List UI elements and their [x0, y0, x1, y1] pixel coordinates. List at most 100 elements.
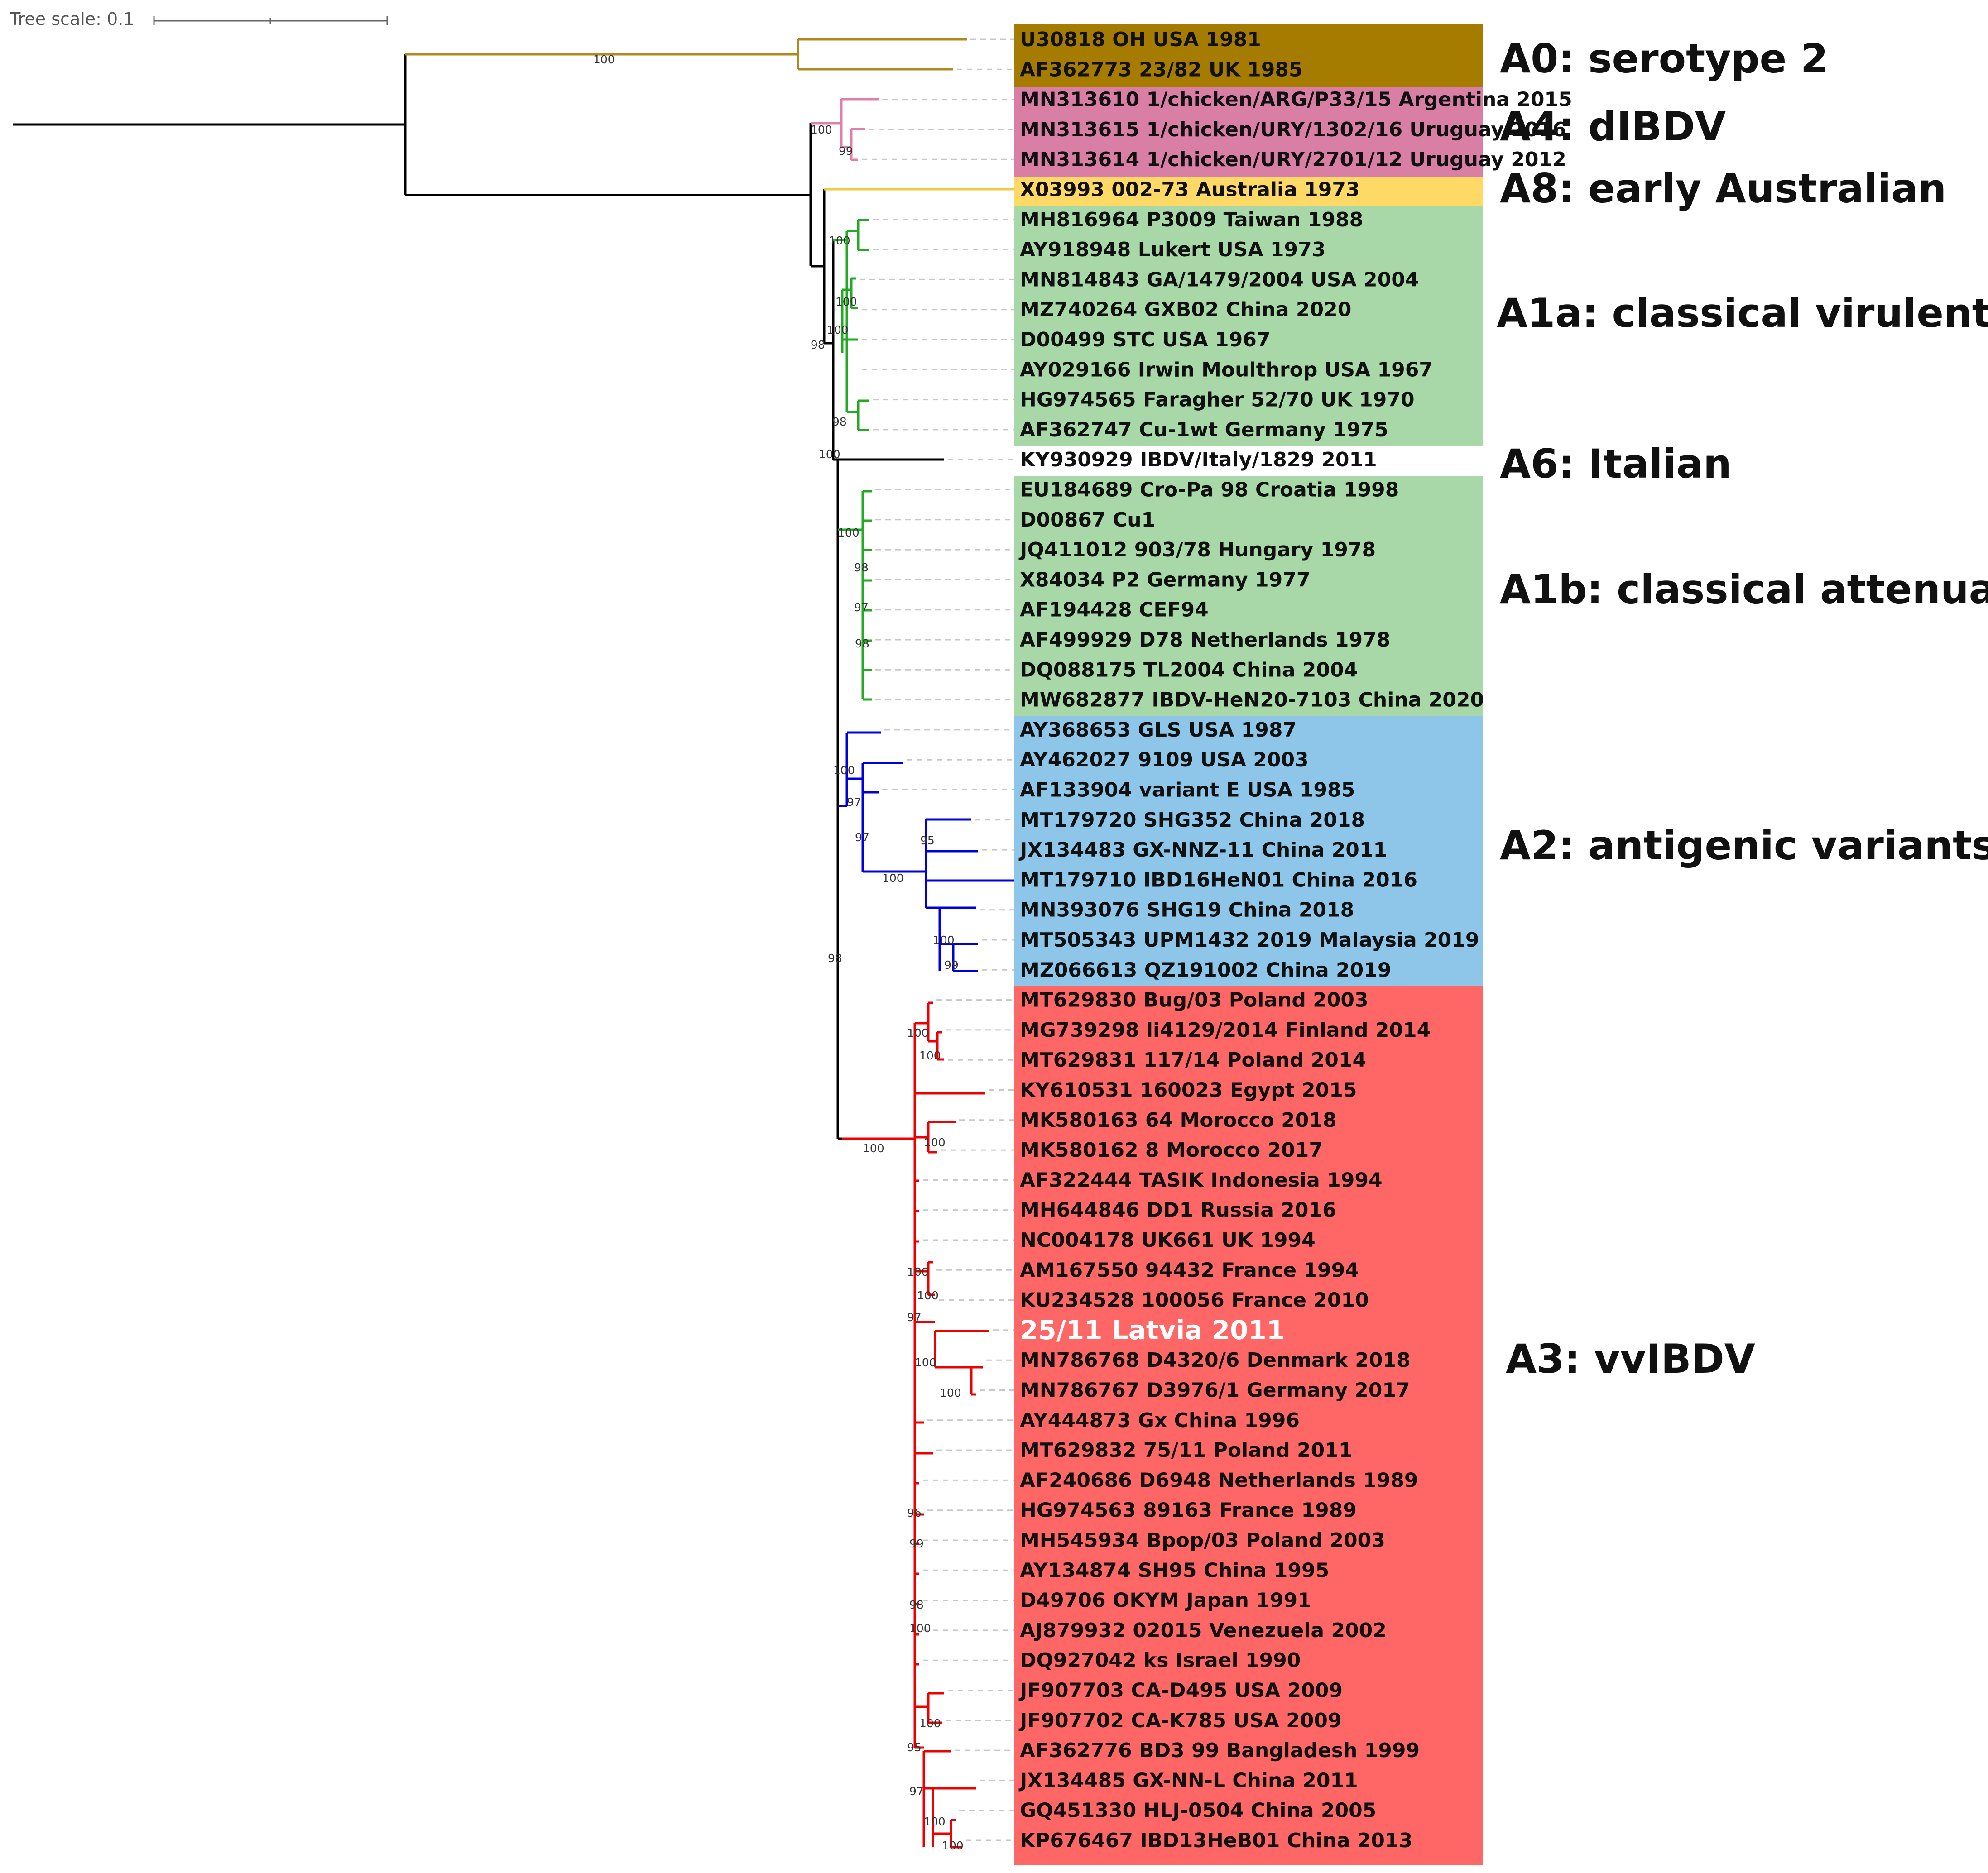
leaf-label: MW682877 IBDV-HeN20-7103 China 2020: [1020, 689, 1484, 712]
leaf-label: AF362773 23/82 UK 1985: [1020, 58, 1303, 81]
bootstrap-value: 100: [829, 234, 850, 247]
leaf-label: U30818 OH USA 1981: [1020, 28, 1261, 51]
leaf-label: AY029166 Irwin Moulthrop USA 1967: [1020, 358, 1433, 381]
leaf-label: D00867 Cu1: [1020, 508, 1155, 532]
clade-label-a1a: A1a: classical virulent: [1497, 290, 1988, 336]
bootstrap-values: 100 100 99 100 100 100 98 98 100 100 98 …: [593, 53, 964, 1852]
clade-label-a1b: A1b: classical attenuated: [1500, 566, 1988, 613]
leaf-label: MH816964 P3009 Taiwan 1988: [1020, 208, 1363, 231]
bootstrap-value: 100: [915, 1356, 936, 1369]
band-a8: [1014, 177, 1483, 206]
bootstrap-value: 98: [855, 637, 869, 650]
bootstrap-value: 100: [827, 323, 849, 336]
leaf-label: AF240686 D6948 Netherlands 1989: [1020, 1469, 1418, 1492]
leaf-label: AY444873 Gx China 1996: [1020, 1409, 1300, 1432]
bootstrap-value: 98: [811, 338, 825, 351]
bootstrap-value: 100: [836, 295, 857, 308]
a1b-branch: [838, 490, 872, 701]
bootstrap-value: 100: [838, 526, 860, 539]
a0-branch: [405, 38, 967, 71]
clade-label-a0: A0: serotype 2: [1500, 35, 1828, 82]
leaf-label: DQ088175 TL2004 China 2004: [1020, 658, 1358, 681]
leaf-label: AM167550 94432 France 1994: [1020, 1259, 1359, 1282]
leaf-label: AF194428 CEF94: [1020, 599, 1209, 622]
leaf-label: HG974565 Faragher 52/70 UK 1970: [1020, 388, 1415, 412]
leaf-label: MN313615 1/chicken/URY/1302/16 Uruguay 2…: [1020, 118, 1566, 141]
leaf-label: MN786767 D3976/1 Germany 2017: [1020, 1379, 1410, 1402]
bootstrap-value: 100: [924, 1136, 946, 1149]
leaf-label: KY930929 IBDV/Italy/1829 2011: [1020, 448, 1377, 471]
leaf-label: NC004178 UK661 UK 1994: [1020, 1229, 1316, 1252]
leaf-label: MH644846 DD1 Russia 2016: [1020, 1199, 1336, 1222]
leaf-label: JX134485 GX-NN-L China 2011: [1018, 1769, 1358, 1792]
bootstrap-value: 97: [855, 831, 869, 844]
bootstrap-value: 99: [839, 144, 853, 158]
leaf-label: D00499 STC USA 1967: [1020, 328, 1270, 351]
leaf-label: MT629830 Bug/03 Poland 2003: [1020, 989, 1369, 1012]
bootstrap-value: 100: [924, 1815, 946, 1828]
leaf-label: MH545934 Bpop/03 Poland 2003: [1020, 1529, 1385, 1552]
bootstrap-value: 100: [882, 872, 904, 885]
bootstrap-value: 100: [909, 1622, 931, 1635]
leaf-label: MZ740264 GXB02 China 2020: [1020, 298, 1351, 321]
leaf-label: MN786768 D4320/6 Denmark 2018: [1020, 1349, 1411, 1372]
bootstrap-value: 100: [833, 764, 855, 777]
bootstrap-value: 98: [832, 415, 847, 428]
leaf-label: MN313610 1/chicken/ARG/P33/15 Argentina …: [1020, 88, 1572, 111]
leaf-label: EU184689 Cro-Pa 98 Croatia 1998: [1020, 479, 1399, 502]
leaf-label: MN814843 GA/1479/2004 USA 2004: [1020, 268, 1419, 291]
leaf-labels: U30818 OH USA 1981 AF362773 23/82 UK 1985…: [1018, 28, 1572, 1852]
leaf-label: MT629832 75/11 Poland 2011: [1020, 1439, 1353, 1462]
bootstrap-value: 100: [907, 1265, 929, 1279]
leaf-label: D49706 OKYM Japan 1991: [1020, 1589, 1311, 1612]
backbone-a1a: [824, 240, 835, 460]
a1a-branch: [833, 219, 869, 431]
leaf-label: KU234528 100056 France 2010: [1020, 1289, 1369, 1312]
bootstrap-value: 99: [909, 1537, 924, 1550]
tree-scale: Tree scale: 0.1: [10, 9, 388, 29]
bootstrap-value: 100: [933, 934, 955, 947]
leaf-label: AF499929 D78 Netherlands 1978: [1020, 628, 1390, 651]
leaf-label: KY610531 160023 Egypt 2015: [1020, 1079, 1357, 1102]
leaf-label: AJ879932 02015 Venezuela 2002: [1020, 1619, 1387, 1642]
leaf-label: MK580163 64 Morocco 2018: [1020, 1109, 1337, 1132]
bootstrap-value: 100: [919, 1049, 941, 1062]
bootstrap-value: 97: [907, 1311, 922, 1324]
band-a2: [1014, 716, 1483, 986]
band-a3: [1014, 986, 1483, 1865]
leaf-label: MK580162 8 Morocco 2017: [1020, 1139, 1323, 1162]
leaf-label: MT505343 UPM1432 2019 Malaysia 2019: [1020, 929, 1479, 952]
backbone-main: [405, 123, 826, 343]
bootstrap-value: 98: [854, 561, 869, 574]
clade-label-a8: A8: early Australian: [1500, 165, 1946, 212]
clade-label-a6: A6: Italian: [1500, 441, 1732, 487]
bootstrap-value: 98: [828, 952, 842, 965]
leaf-label: MZ066613 QZ191002 China 2019: [1020, 958, 1392, 982]
leaf-label: AY368653 GLS USA 1987: [1020, 719, 1297, 742]
branches: [13, 38, 1014, 1849]
leaf-label: AY134874 SH95 China 1995: [1020, 1559, 1329, 1582]
bootstrap-value: 97: [847, 795, 861, 809]
root-branch: [13, 54, 407, 195]
bootstrap-value: 100: [819, 448, 840, 461]
band-a1a: [1014, 206, 1483, 446]
bootstrap-value: 100: [811, 123, 832, 136]
leaf-label: MG739298 li4129/2014 Finland 2014: [1020, 1019, 1431, 1042]
leaf-label: JF907702 CA-K785 USA 2009: [1018, 1709, 1342, 1732]
bootstrap-value: 96: [907, 1506, 922, 1519]
bootstrap-value: 99: [944, 958, 959, 972]
bootstrap-value: 100: [919, 1717, 941, 1730]
leaf-label: AF362747 Cu-1wt Germany 1975: [1020, 418, 1388, 441]
leaf-label: KP676467 IBD13HeB01 China 2013: [1020, 1829, 1412, 1852]
leaf-label: HG974563 89163 France 1989: [1020, 1499, 1357, 1522]
leaf-label: AY462027 9109 USA 2003: [1020, 748, 1309, 771]
band-a6: [1014, 446, 1483, 476]
leaf-label: MT179720 SHG352 China 2018: [1020, 809, 1365, 832]
clade-label-a4: A4: dIBDV: [1500, 103, 1726, 150]
leaf-guides: [860, 38, 1014, 1841]
tree-scale-label: Tree scale: 0.1: [10, 9, 134, 29]
leaf-label-latvia-highlight: 25/11 Latvia 2011: [1020, 1315, 1285, 1346]
leaf-label: X84034 P2 Germany 1977: [1020, 568, 1310, 591]
backbone-a6: [833, 458, 944, 1139]
leaf-label: AY918948 Lukert USA 1973: [1020, 238, 1325, 261]
